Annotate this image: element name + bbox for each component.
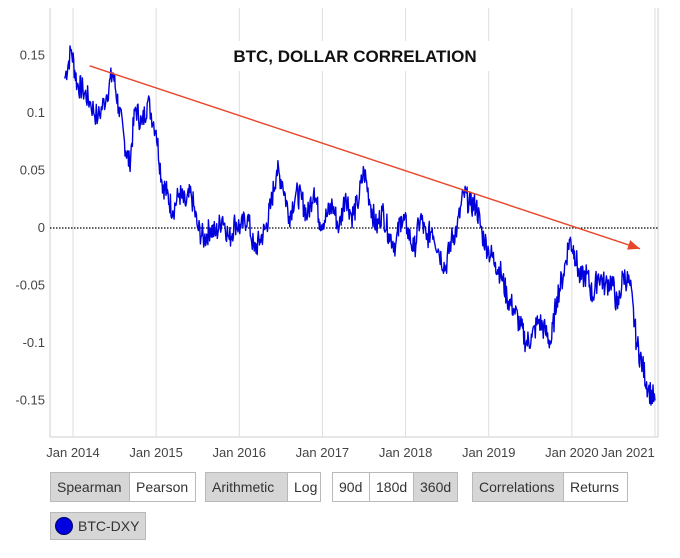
pearson-button[interactable]: Pearson: [129, 473, 195, 501]
chart-title: BTC, DOLLAR CORRELATION: [233, 47, 476, 66]
window-toggle: 90d 180d 360d: [332, 472, 458, 502]
window-360d-button[interactable]: 360d: [413, 473, 457, 501]
legend-label: BTC-DXY: [78, 518, 140, 534]
title-background: [218, 41, 492, 71]
chart-title-group: BTC, DOLLAR CORRELATION: [218, 41, 492, 71]
x-tick-label: Jan 2018: [379, 445, 433, 460]
series-layer: [64, 45, 656, 406]
method-toggle: Spearman Pearson: [50, 472, 196, 502]
scale-toggle: Arithmetic Log: [205, 472, 321, 502]
x-tick-label: Jan 2015: [129, 445, 183, 460]
x-tick-label: Jan 2019: [462, 445, 516, 460]
series-line-btc-dxy: [64, 45, 656, 406]
x-tick-label: Jan 2014: [46, 445, 100, 460]
window-180d-button[interactable]: 180d: [369, 473, 413, 501]
chart-grid: [49, 8, 659, 438]
y-tick-label: -0.15: [15, 393, 45, 408]
y-tick-label: 0.05: [20, 163, 45, 178]
legend-item-btc-dxy[interactable]: BTC-DXY: [50, 512, 147, 540]
correlations-button[interactable]: Correlations: [473, 473, 563, 501]
y-tick-label: -0.05: [15, 278, 45, 293]
window-90d-button[interactable]: 90d: [333, 473, 369, 501]
x-tick-label: Jan 2016: [213, 445, 267, 460]
y-axis-labels: 0.15 0.1 0.05 0 -0.05 -0.1 -0.15: [15, 48, 45, 408]
x-tick-label: Jan 2021: [601, 445, 655, 460]
x-tick-label: Jan 2017: [296, 445, 350, 460]
x-axis-labels: Jan 2014 Jan 2015 Jan 2016 Jan 2017 Jan 2018…: [46, 445, 655, 460]
y-tick-label: 0.15: [20, 48, 45, 63]
spearman-button[interactable]: Spearman: [51, 473, 129, 501]
y-tick-label: 0: [38, 220, 45, 235]
trend-arrow-line: [89, 65, 641, 250]
y-tick-label: -0.1: [23, 335, 45, 350]
legend-marker-icon: [55, 517, 73, 535]
arithmetic-button[interactable]: Arithmetic: [206, 473, 287, 501]
trend-arrow-layer: [89, 65, 641, 250]
returns-button[interactable]: Returns: [563, 473, 627, 501]
view-toggle: Correlations Returns: [472, 472, 628, 502]
chart: 0.150.10.050-0.05-0.1-0.15 Jan 2014 Jan 2…: [15, 8, 659, 460]
y-tick-label: 0.1: [27, 105, 45, 120]
log-button[interactable]: Log: [287, 473, 320, 501]
trend-arrow-head-icon: [627, 240, 641, 250]
x-tick-label: Jan 2020: [545, 445, 599, 460]
